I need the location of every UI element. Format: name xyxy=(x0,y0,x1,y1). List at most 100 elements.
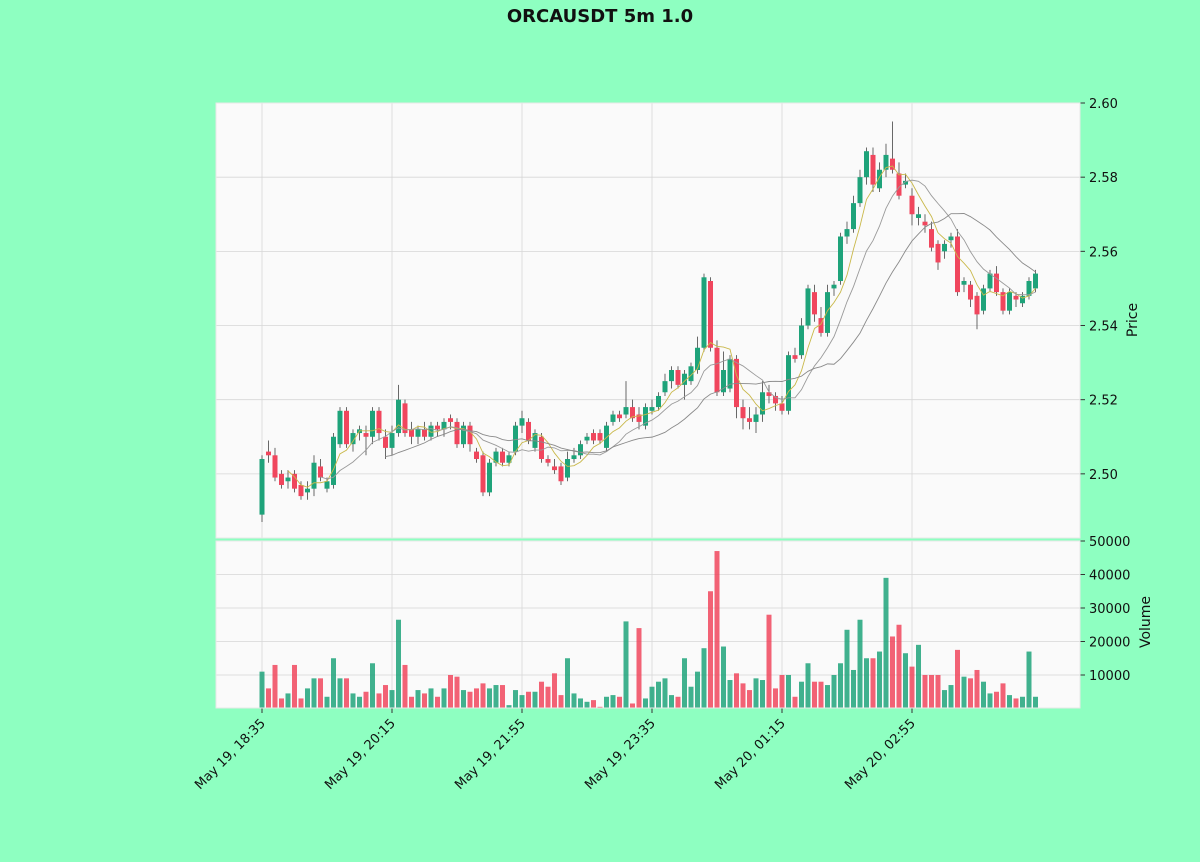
candle-body xyxy=(805,288,811,326)
candle-body xyxy=(968,284,973,300)
volume-bar xyxy=(337,678,343,708)
candle-body xyxy=(578,444,583,456)
candle-body xyxy=(415,429,421,437)
candle-body xyxy=(370,410,375,437)
volume-bar xyxy=(272,664,278,708)
candle-body xyxy=(630,407,635,419)
candle-body xyxy=(948,236,954,241)
volume-bar xyxy=(948,685,954,708)
volume-bar xyxy=(383,685,388,708)
moving-average xyxy=(385,213,1036,458)
candle-body xyxy=(506,455,512,463)
volume-bar xyxy=(1013,698,1019,708)
volume-frame xyxy=(215,540,1081,709)
candle-body xyxy=(831,284,837,289)
candle-body xyxy=(740,407,746,419)
volume-bar xyxy=(812,681,817,708)
candle-body xyxy=(942,243,947,252)
candle-body xyxy=(890,158,895,170)
y-tick-label: 2.54 xyxy=(1089,320,1118,335)
candle-body xyxy=(597,433,603,441)
volume-bar xyxy=(864,658,869,708)
volume-bar xyxy=(409,696,414,708)
volume-bar xyxy=(877,651,882,708)
candle-body xyxy=(623,407,629,415)
y-tick-label: 2.60 xyxy=(1089,97,1118,112)
y-tick-label: 2.52 xyxy=(1089,394,1118,409)
candle-body xyxy=(708,281,713,348)
candle-body xyxy=(844,229,850,237)
candle-body xyxy=(480,455,486,493)
chart-title: ORCAUSDT 5m 1.0 xyxy=(507,6,693,27)
volume-bar xyxy=(916,644,921,708)
candle-body xyxy=(344,410,349,445)
volume-bar xyxy=(870,658,876,708)
price-frame xyxy=(215,102,1081,539)
volume-bar xyxy=(532,691,538,708)
y-tick-label: 2.50 xyxy=(1089,468,1118,483)
volume-bar xyxy=(760,680,765,708)
candle-body xyxy=(773,395,778,404)
volume-bar xyxy=(994,691,999,708)
candle-body xyxy=(298,484,304,497)
x-tick-label: May 19, 21:55 xyxy=(452,716,529,793)
volume-bar xyxy=(695,671,700,708)
x-tick-label: May 19, 20:15 xyxy=(322,716,399,793)
volume-bar xyxy=(331,658,336,708)
candle-body xyxy=(955,236,960,293)
candle-body xyxy=(870,154,876,185)
volume-bar xyxy=(896,624,902,708)
volume-bar xyxy=(552,673,557,708)
volume-bar xyxy=(890,636,895,708)
volume-bar xyxy=(279,698,284,708)
volume-bar xyxy=(857,619,863,708)
candle-body xyxy=(487,462,492,493)
candle-body xyxy=(825,292,830,333)
volume-bar xyxy=(1033,696,1038,708)
volume-tick-label: 20000 xyxy=(1089,635,1130,650)
volume-tick-label: 40000 xyxy=(1089,568,1130,583)
volume-bar xyxy=(643,698,648,708)
candle-body xyxy=(552,466,557,471)
candle-body xyxy=(669,370,674,382)
volume-bar xyxy=(513,690,518,708)
volume-bar xyxy=(545,686,551,708)
candle-body xyxy=(779,403,785,411)
volume-bar xyxy=(987,693,993,708)
candle-body xyxy=(1026,281,1032,296)
candle-body xyxy=(539,436,544,460)
candle-body xyxy=(760,392,765,415)
moving-average xyxy=(320,179,1036,480)
volume-bar xyxy=(500,685,505,708)
candle-body xyxy=(935,243,941,263)
volume-tick-label: 10000 xyxy=(1089,669,1130,684)
volume-bar xyxy=(305,688,310,708)
volume-bar xyxy=(1020,696,1025,708)
volume-bar xyxy=(766,614,772,708)
candle-body xyxy=(994,273,999,293)
candle-body xyxy=(695,347,700,371)
candle-body xyxy=(285,477,291,482)
volume-bar xyxy=(734,673,739,708)
volume-bar xyxy=(649,686,655,708)
volume-bar xyxy=(721,646,726,708)
candle-body xyxy=(857,177,863,204)
volume-tick-label: 50000 xyxy=(1089,535,1130,550)
volume-bar xyxy=(851,669,856,708)
volume-bar xyxy=(259,671,265,708)
candle-body xyxy=(441,421,447,430)
volume-bar xyxy=(357,696,362,708)
candle-body xyxy=(259,459,265,515)
volume-bar xyxy=(422,693,427,708)
candle-body xyxy=(396,399,401,434)
candle-body xyxy=(753,414,759,422)
volume-bar xyxy=(708,591,713,708)
candle-body xyxy=(337,410,343,445)
volume-bar xyxy=(448,674,453,708)
candle-body xyxy=(389,433,395,448)
candle-body xyxy=(318,466,323,478)
volume-bar xyxy=(266,688,271,708)
candle-body xyxy=(1020,295,1025,304)
volume-bar xyxy=(526,691,531,708)
volume-bar xyxy=(753,678,759,708)
